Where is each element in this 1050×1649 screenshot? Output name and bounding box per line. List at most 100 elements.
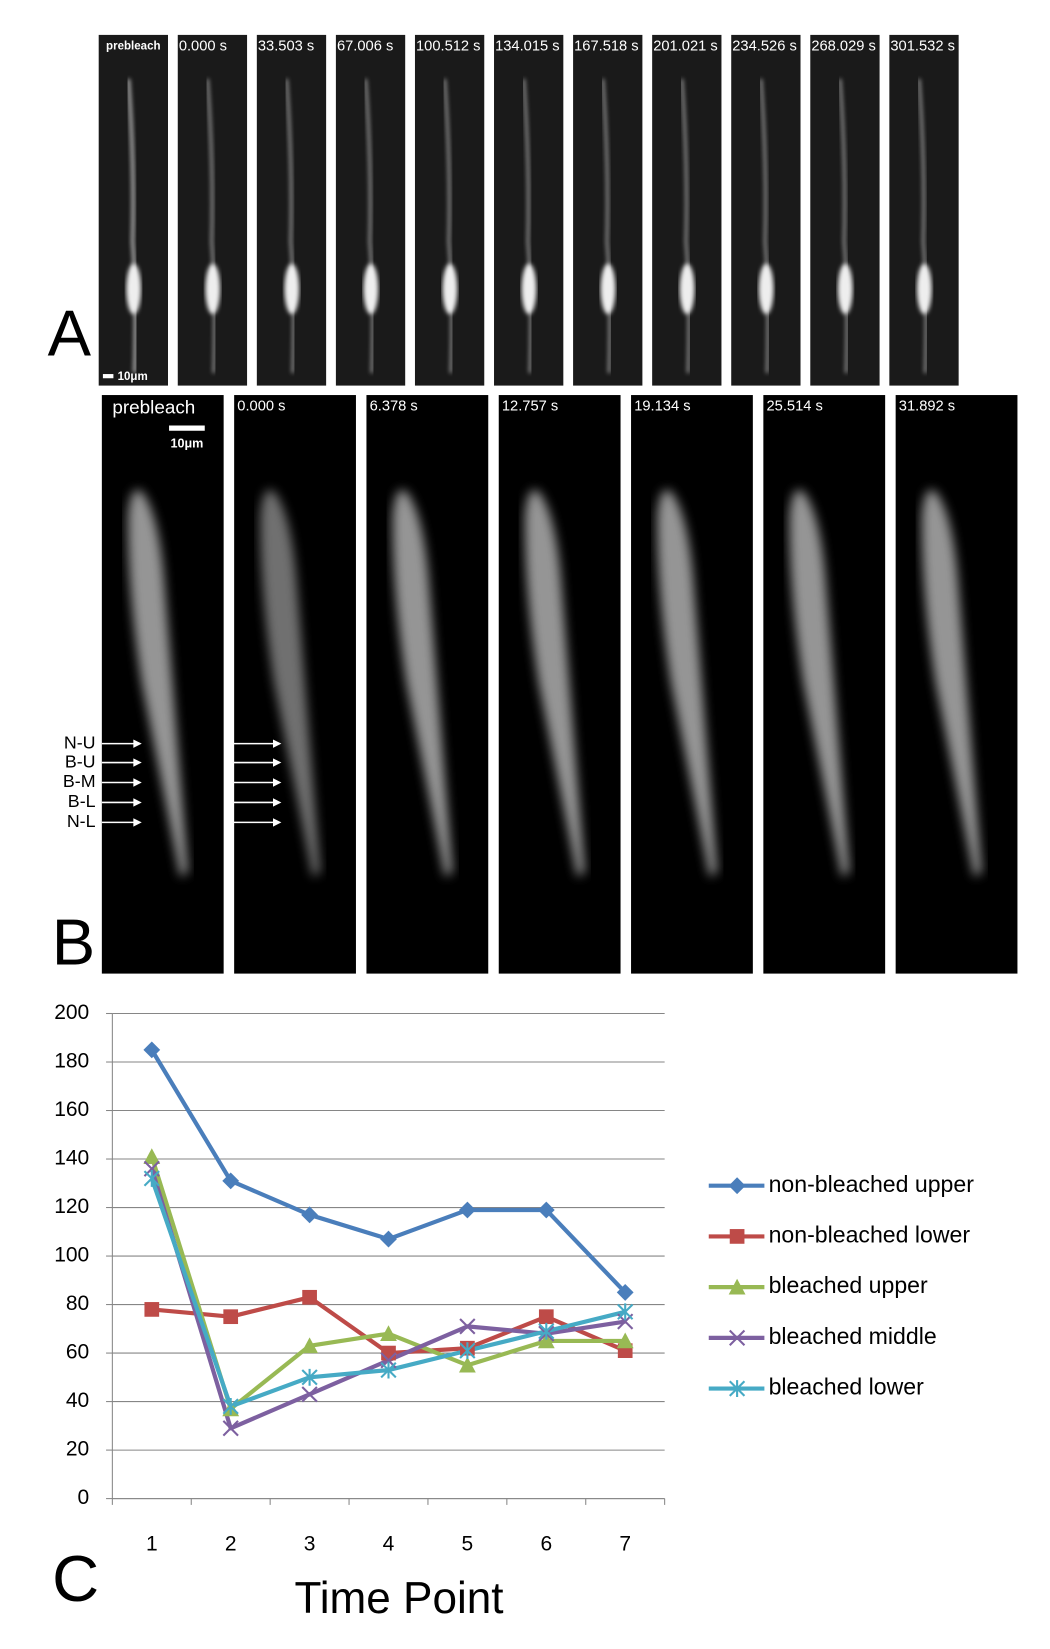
legend-label: non-bleached upper <box>769 1171 975 1197</box>
marker <box>222 1398 239 1415</box>
cell-body <box>758 263 774 315</box>
scale-bar <box>169 425 205 431</box>
scale-bar-label: 10μm <box>118 371 148 383</box>
scale-bar <box>102 374 114 379</box>
frame-label: 201.021 s <box>653 38 718 54</box>
arrow-head <box>133 818 142 827</box>
cell-body <box>916 263 932 315</box>
cell <box>392 489 453 877</box>
cell <box>260 489 321 877</box>
cell <box>921 489 982 877</box>
marker <box>617 1303 634 1321</box>
y-tick-label: 140 <box>54 1147 89 1170</box>
marker <box>616 1332 634 1349</box>
x-tick-label: 6 <box>540 1532 552 1555</box>
marker <box>301 1386 318 1403</box>
frame-label: 25.514 s <box>767 398 823 414</box>
y-tick-label: 20 <box>66 1438 89 1461</box>
cell <box>524 489 585 877</box>
neurite <box>206 78 216 374</box>
legend-label: non-bleached lower <box>769 1222 971 1248</box>
cell <box>128 489 188 877</box>
marker <box>729 1380 746 1397</box>
frame-label: 167.518 s <box>574 38 639 54</box>
arrow-head <box>273 739 282 748</box>
arrow-head <box>273 818 282 827</box>
y-tick-label: 40 <box>66 1389 89 1412</box>
frame-label: 12.757 s <box>502 398 558 414</box>
arrow-head <box>133 758 142 767</box>
marker <box>729 1329 746 1346</box>
y-tick-label: 120 <box>54 1195 89 1218</box>
panel-a: prebleach 0.000 s 33.503 s 67.006 s 100.512 … <box>98 34 959 386</box>
frame-label: 6.378 s <box>370 398 418 414</box>
marker <box>728 1278 746 1295</box>
neurite <box>443 78 453 374</box>
cell-body <box>284 263 300 315</box>
arrow-head <box>273 778 282 787</box>
scale-bar-label: 10μm <box>170 437 203 451</box>
chart-background <box>31 992 1014 1581</box>
panel-letter: A <box>48 297 92 370</box>
frame-label: 234.526 s <box>732 38 797 54</box>
x-tick-label: 5 <box>462 1532 474 1555</box>
frame-label: 33.503 s <box>258 38 314 54</box>
legend-label: bleached lower <box>769 1374 925 1400</box>
marker <box>381 1345 396 1361</box>
frame-label: 67.006 s <box>337 38 393 54</box>
frame-label: 100.512 s <box>416 38 481 54</box>
cell <box>789 489 850 877</box>
frame-label: 268.029 s <box>811 38 876 54</box>
cell-body <box>679 263 695 315</box>
x-tick-label: 3 <box>304 1532 316 1555</box>
marker <box>143 1170 160 1187</box>
marker <box>459 1318 476 1335</box>
legend-label: bleached middle <box>769 1323 937 1349</box>
marker <box>728 1177 746 1195</box>
neurite <box>522 78 532 374</box>
x-tick-label: 1 <box>146 1532 158 1555</box>
marker <box>302 1289 317 1305</box>
arrow-head <box>133 778 142 787</box>
marker <box>380 1230 397 1248</box>
frame-label: prebleach <box>106 40 160 52</box>
arrow-label: N-U <box>64 732 96 752</box>
legend-label: bleached upper <box>769 1272 928 1298</box>
arrow-head <box>133 798 142 807</box>
marker <box>223 1309 239 1325</box>
y-tick-label: 200 <box>54 1001 89 1024</box>
marker <box>380 1325 397 1342</box>
arrow-head <box>273 798 282 807</box>
cell-body <box>600 263 616 315</box>
marker <box>459 1342 476 1360</box>
frame-label: 134.015 s <box>495 38 560 54</box>
neurite <box>285 78 295 374</box>
neurite <box>364 78 374 374</box>
arrow-head <box>273 758 282 767</box>
marker <box>143 1041 161 1059</box>
neurite <box>680 78 690 374</box>
marker <box>144 1302 160 1317</box>
neurite <box>838 78 849 374</box>
marker <box>301 1337 318 1354</box>
marker <box>538 1309 554 1325</box>
y-tick-label: 160 <box>54 1098 89 1121</box>
cell <box>657 489 718 877</box>
neurite <box>601 78 611 374</box>
marker <box>143 1148 161 1164</box>
y-tick-label: 80 <box>66 1292 89 1315</box>
neurite <box>918 78 928 374</box>
cell-body <box>363 263 379 315</box>
cell-body <box>442 263 458 315</box>
x-tick-label: 4 <box>383 1532 395 1555</box>
arrow-label: N-L <box>67 811 96 831</box>
marker <box>380 1361 397 1379</box>
marker <box>222 1420 239 1437</box>
marker <box>301 1206 318 1224</box>
frame-label: 31.892 s <box>899 398 955 414</box>
frame-label: 19.134 s <box>634 398 690 414</box>
arrow-head <box>133 739 142 748</box>
arrow-label: B-L <box>68 791 96 811</box>
